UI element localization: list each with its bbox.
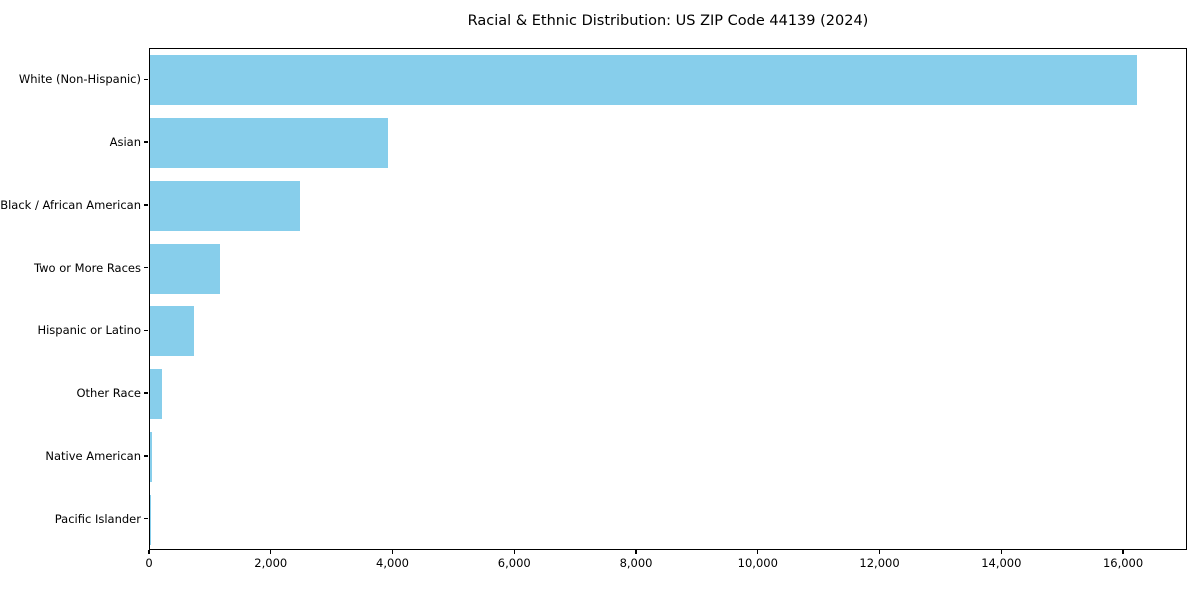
bars-layer <box>150 49 1186 549</box>
x-tick-label: 14,000 <box>981 556 1022 570</box>
y-tick-mark <box>144 141 148 143</box>
bar-hispanic-or-latino <box>150 306 195 357</box>
y-axis-label: Pacific Islander <box>54 511 141 526</box>
y-tick-mark <box>144 204 148 206</box>
x-tick-label: 16,000 <box>1102 556 1144 570</box>
y-tick-mark <box>144 266 148 269</box>
x-tick-label: 0 <box>145 556 153 570</box>
bar-black-african-american <box>150 180 300 231</box>
x-tick-mark <box>1000 550 1002 554</box>
x-tick-label: 8,000 <box>619 556 653 570</box>
bar-native-american <box>150 431 152 482</box>
x-tick-mark <box>391 550 394 554</box>
chart-title: Racial & Ethnic Distribution: US ZIP Cod… <box>467 13 869 29</box>
y-tick-mark <box>144 455 148 457</box>
x-tick-mark <box>757 550 759 554</box>
y-tick-mark <box>144 517 148 520</box>
y-axis-label: Other Race <box>76 386 142 401</box>
x-tick-mark <box>635 550 637 554</box>
y-tick-mark <box>144 329 148 332</box>
y-axis-label: Hispanic or Latino <box>37 323 141 338</box>
y-axis-label: Two or More Races <box>34 260 141 275</box>
y-axis-labels: White (Non-Hispanic) Asian Black / African… <box>0 48 141 550</box>
x-tick-mark <box>878 550 881 554</box>
y-axis-label: Black / African American <box>0 197 141 212</box>
x-tick-label: 6,000 <box>497 556 531 570</box>
y-axis-label: Asian <box>109 135 141 150</box>
bar-asian <box>150 118 389 169</box>
y-tick-mark <box>144 78 148 81</box>
bar-two-or-more-races <box>150 243 220 294</box>
plot-area <box>149 48 1187 550</box>
x-tick-mark <box>148 550 150 554</box>
y-axis-label: White (Non-Hispanic) <box>18 72 141 87</box>
x-tick-mark <box>513 550 515 554</box>
bar-white-non-hispanic <box>150 55 1137 106</box>
x-tick-label: 4,000 <box>376 556 409 570</box>
x-tick-label: 10,000 <box>737 556 778 570</box>
y-axis-label: Native American <box>45 448 141 463</box>
y-tick-mark <box>144 392 148 394</box>
x-tick-mark <box>1122 550 1124 554</box>
x-tick-label: 12,000 <box>859 556 900 570</box>
x-tick-label: 2,000 <box>254 556 288 570</box>
x-tick-mark <box>270 550 272 554</box>
bar-other-race <box>150 369 162 420</box>
